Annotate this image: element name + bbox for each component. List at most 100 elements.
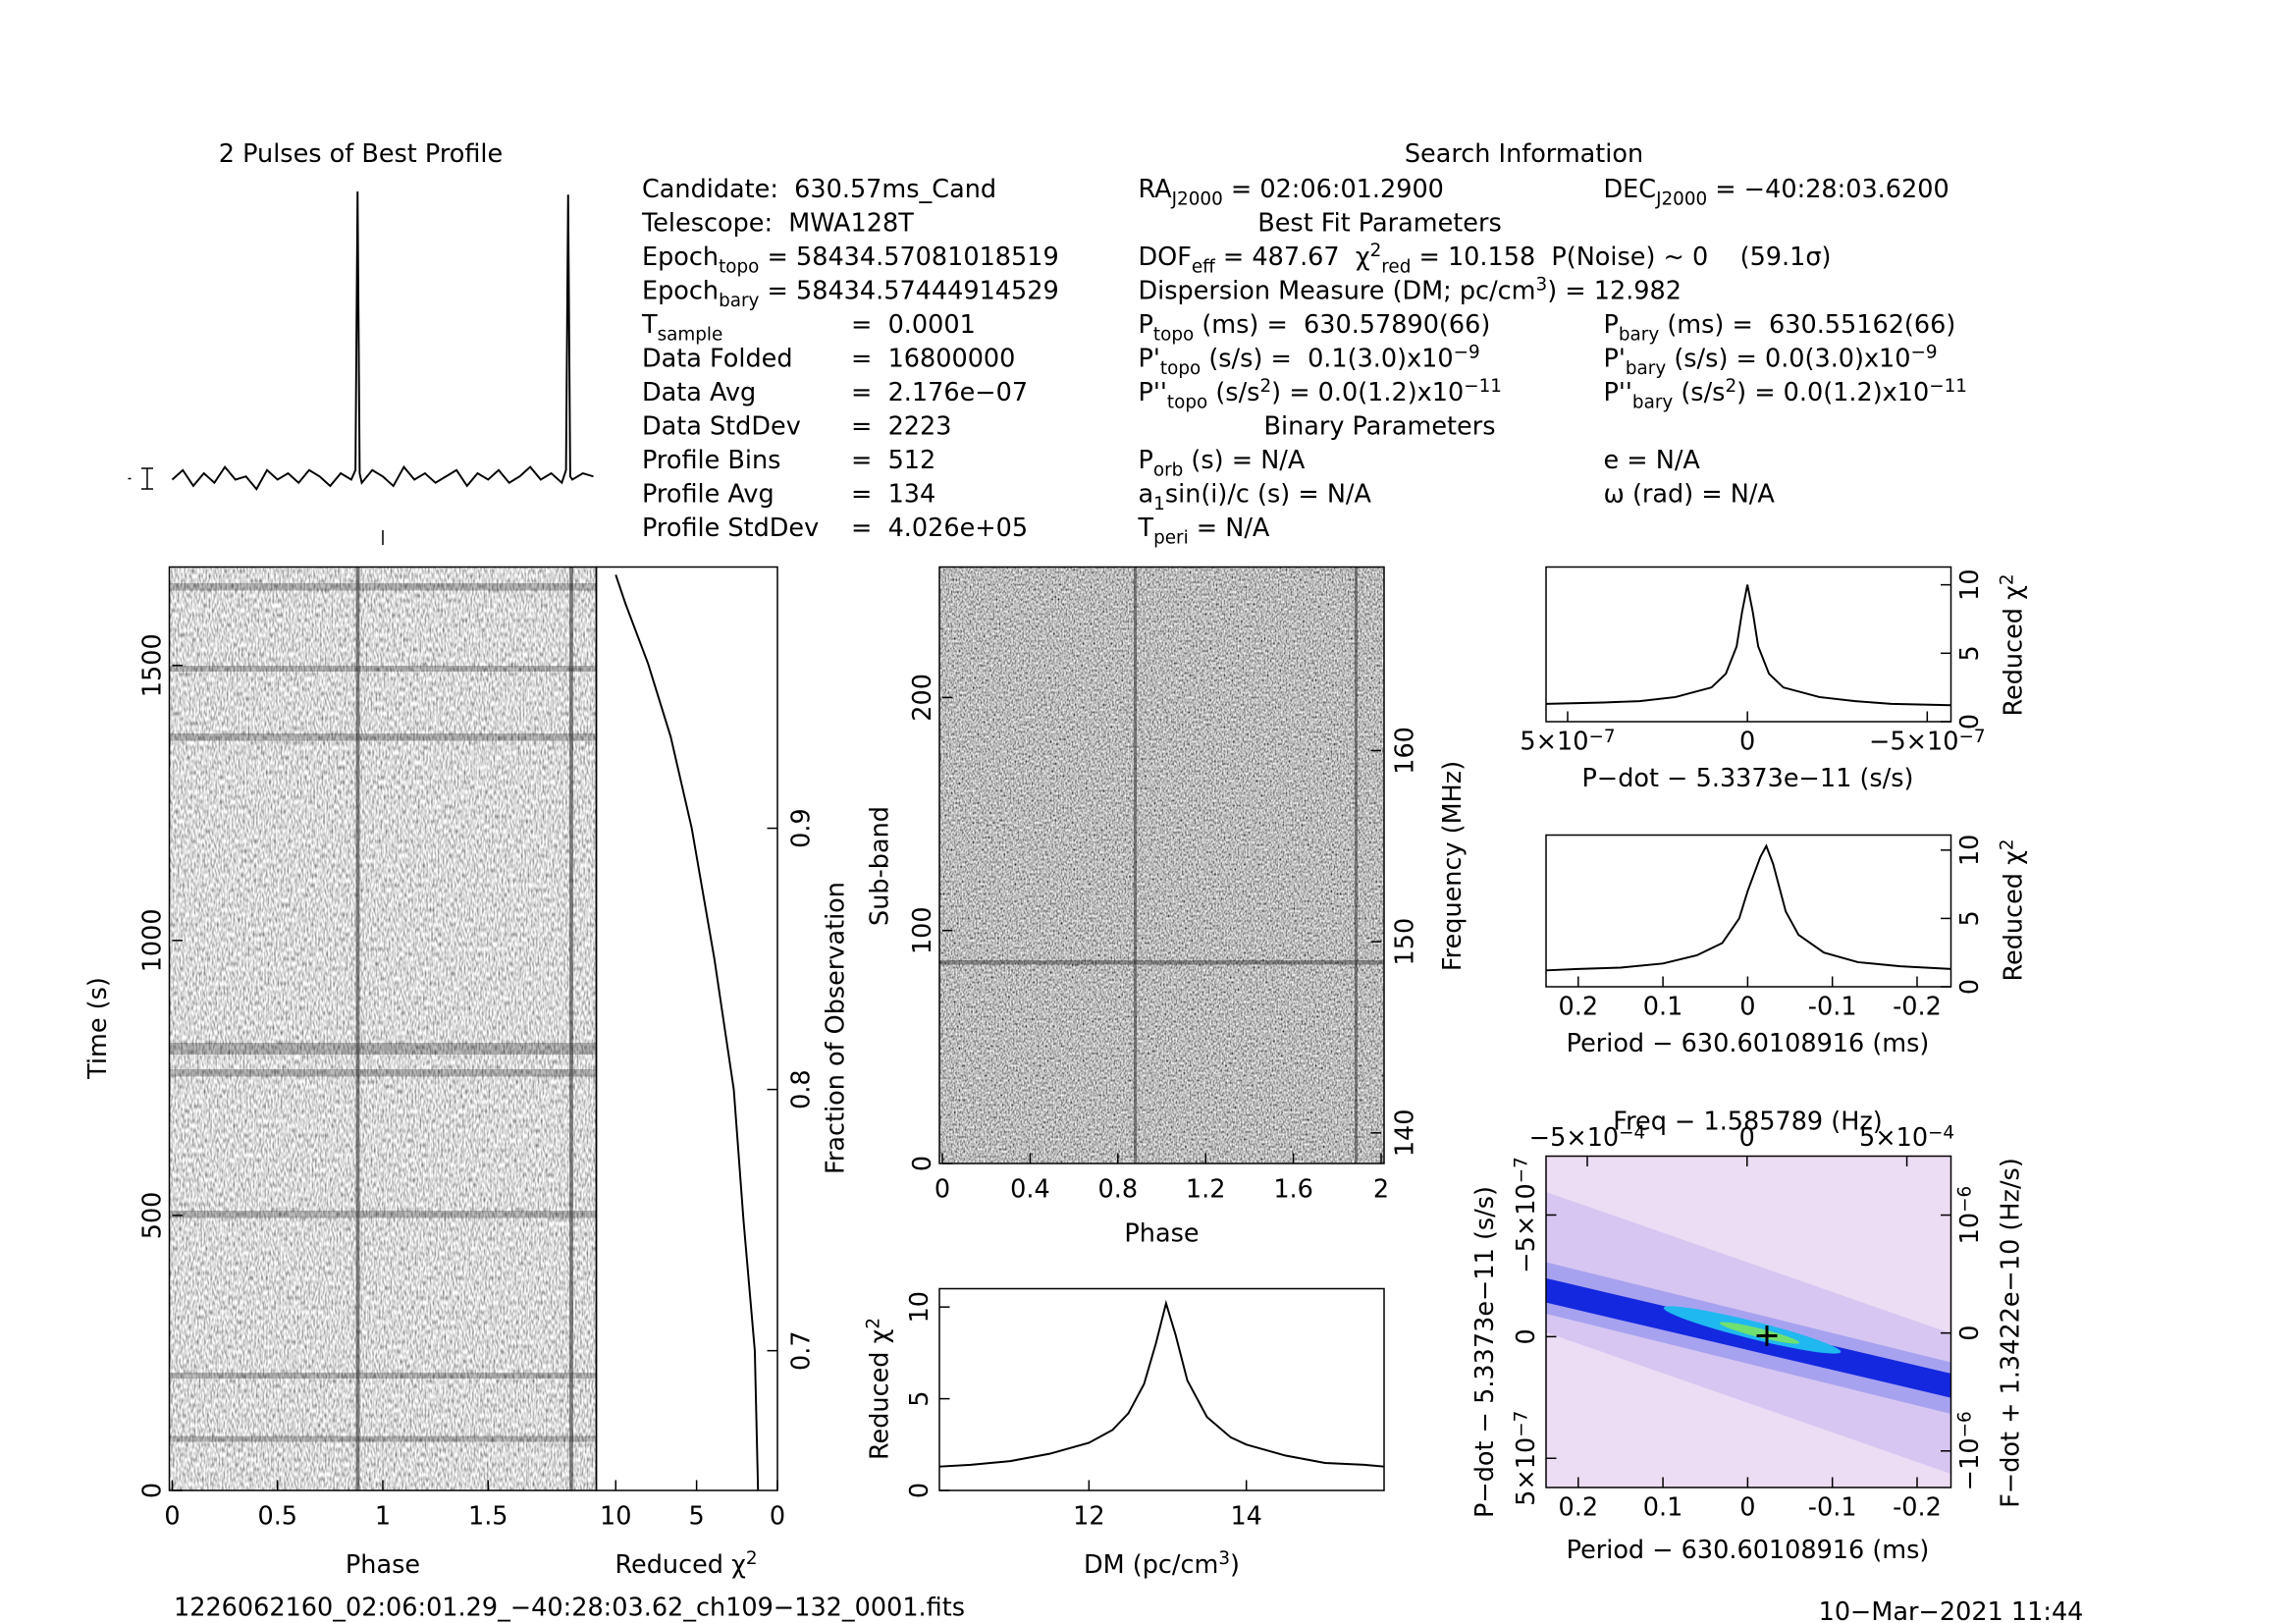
text-run: Reduced χ: [2000, 585, 2029, 716]
text-run: Reduced χ: [2000, 850, 2029, 981]
tick-text: 500: [138, 1192, 168, 1240]
text-run: 2: [1725, 376, 1736, 397]
text-run: P': [1139, 345, 1160, 374]
info-value: = 134: [851, 480, 935, 510]
axis-label: Reduced χ2: [864, 1318, 895, 1460]
info-line: Ptopo (ms) = 630.57890(66): [1139, 310, 1491, 346]
tick-text: 0: [1512, 1328, 1541, 1344]
text-run: = −40:28:03.6200: [1707, 175, 1949, 204]
text-run: = 58434.57444914529: [759, 277, 1058, 306]
tick-text: 10: [1955, 835, 1985, 866]
info-label: Profile Bins: [642, 446, 780, 475]
tick-text: 100: [908, 906, 937, 954]
tick-label: 0: [1739, 1493, 1755, 1523]
info-line: RAJ2000 = 02:06:01.2900: [1139, 175, 1444, 210]
tick-text: 10: [905, 1291, 934, 1323]
text-run: 2: [1259, 376, 1271, 397]
axis-label: Reduced χ2: [1998, 839, 2029, 981]
text-run: 2: [864, 1318, 884, 1329]
file-name: 1226062160_02:06:01.29_−40:28:03.62_ch10…: [174, 1594, 965, 1623]
tick-label: 10: [1955, 568, 1985, 600]
tick-text: 1000: [138, 908, 168, 972]
tick-text: 200: [908, 674, 937, 722]
text-run: 2: [1370, 241, 1382, 261]
text-run: topo: [1167, 393, 1207, 413]
text-run: J2000: [1171, 189, 1223, 210]
tick-label: 500: [138, 1192, 168, 1240]
text-run: P: [1139, 446, 1153, 475]
tick-text: 1.5: [468, 1502, 508, 1532]
text-run: ) = 12.982: [1547, 277, 1682, 306]
text-run: Data StdDev: [642, 412, 801, 442]
text-run: DEC: [1604, 175, 1657, 204]
tick-text: 0: [1955, 714, 1985, 730]
tick-text: 140: [1390, 1109, 1419, 1158]
info-value: = 2223: [851, 412, 951, 442]
info-line: ω (rad) = N/A: [1604, 480, 1776, 510]
tick-text: 5: [905, 1390, 934, 1406]
data-line: [171, 190, 594, 491]
tick-text: 1.2: [1186, 1175, 1226, 1205]
tick-text: 12: [1073, 1502, 1104, 1532]
tick-text: 14: [1230, 1502, 1261, 1532]
tick-text: 0: [138, 1483, 168, 1498]
axis-label: Phase: [346, 1550, 420, 1580]
axis-label: Reduced χ2: [1998, 573, 2029, 716]
text-run: 2: [1998, 573, 2018, 585]
text-run: 2: [1998, 839, 2018, 850]
subband-image: [939, 567, 1385, 1163]
text-run: = 487.67 χ: [1215, 243, 1370, 272]
info-value: = 512: [851, 446, 935, 475]
text-run: −11: [1929, 376, 1967, 397]
tick-exponent: −7: [1588, 727, 1615, 747]
tick-label: 0: [164, 1502, 180, 1532]
tick-label: 0: [1739, 993, 1755, 1022]
tick-exponent: −7: [1512, 1157, 1532, 1183]
text-run: bary: [1632, 393, 1673, 413]
tick-label: 0: [1739, 1123, 1755, 1153]
text-run: Data Avg: [642, 378, 756, 407]
text-run: Phase: [346, 1550, 420, 1580]
info-line: DOFeff = 487.67 χ2red = 10.158 P(Noise) …: [1139, 241, 1832, 277]
tick-exponent: −6: [1955, 1186, 1976, 1213]
text-run: P'': [1604, 378, 1632, 407]
info-line: Porb (s) = N/A: [1139, 446, 1306, 480]
text-run: Binary Parameters: [1264, 412, 1496, 442]
tick-text: 0: [1739, 993, 1755, 1022]
tick-label: 0.9: [786, 808, 816, 848]
tick-label: 14: [1230, 1502, 1261, 1532]
tick-label: 10: [1955, 835, 1985, 866]
info-label: Profile StdDev: [642, 514, 819, 543]
tick-label: 1500: [138, 633, 168, 697]
text-run: = 10.158 P(Noise) ~ 0 (59.1σ): [1411, 243, 1831, 272]
tick-label: 5×10−4: [1859, 1123, 1954, 1154]
info-value: = 16800000: [851, 345, 1015, 374]
text-run: Period − 630.60108916 (ms): [1567, 1029, 1930, 1058]
text-run: a: [1139, 480, 1154, 510]
data-line: [1545, 584, 1951, 707]
tick-label: 0.8: [1098, 1175, 1139, 1205]
text-run: ω (rad) = N/A: [1604, 480, 1776, 510]
info-label: Data StdDev: [642, 412, 801, 442]
tick-label: 0: [1955, 714, 1985, 730]
text-run: sin(i)/c (s) = N/A: [1165, 480, 1372, 510]
text-run: Phase: [1124, 1219, 1199, 1249]
text-run: (s/s: [1673, 378, 1725, 407]
tick-text: 10: [600, 1502, 631, 1532]
text-run: (s) = N/A: [1183, 446, 1306, 475]
text-run: orb: [1153, 460, 1183, 481]
axis-label: Period − 630.60108916 (ms): [1567, 1536, 1930, 1565]
text-run: P: [1604, 310, 1619, 340]
tick-text: 0: [770, 1502, 785, 1532]
info-line: e = N/A: [1604, 446, 1701, 475]
tick-label: 0.1: [1643, 993, 1683, 1022]
text-run: Profile Avg: [642, 480, 774, 510]
info-label: Profile Avg: [642, 480, 774, 510]
tick-text: 0.4: [1010, 1175, 1050, 1205]
info-value: = 2.176e−07: [851, 378, 1028, 407]
text-run: bary: [719, 291, 759, 311]
info-value: = 4.026e+05: [851, 514, 1028, 543]
text-run: 3: [1218, 1548, 1230, 1569]
tick-text: 0.8: [786, 1069, 816, 1109]
plot-frame: [938, 1287, 1385, 1491]
